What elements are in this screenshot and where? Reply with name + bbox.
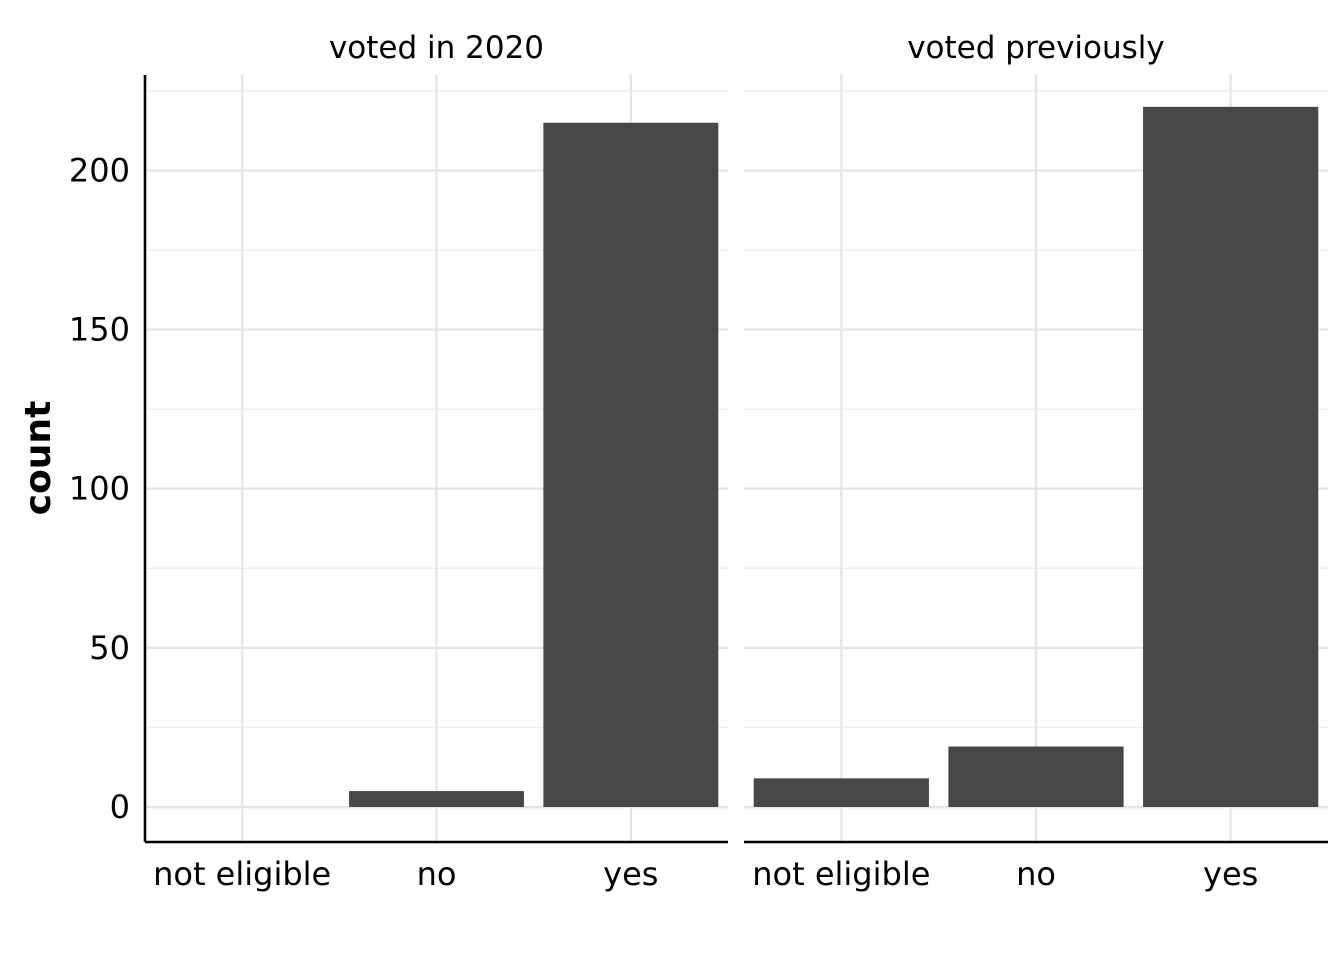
y-tick-label: 200 bbox=[69, 151, 130, 189]
panels-layer: 0 50 100 150 200 not eligible no yes voted in 20… bbox=[69, 30, 1328, 893]
facet-title: voted in 2020 bbox=[329, 30, 544, 66]
y-tick-label: 0 bbox=[110, 788, 130, 826]
bar-no bbox=[349, 791, 524, 807]
x-tick-label: no bbox=[1016, 855, 1056, 893]
x-tick-label: not eligible bbox=[153, 855, 331, 893]
y-axis-title: count bbox=[18, 401, 59, 516]
bar-yes bbox=[543, 122, 719, 807]
x-tick-label: yes bbox=[603, 855, 658, 893]
panel-1: 0 50 100 150 200 not eligible no yes voted in 20… bbox=[69, 30, 728, 893]
x-tick-label: yes bbox=[1203, 855, 1258, 893]
facet-title: voted previously bbox=[907, 30, 1165, 66]
bar-no bbox=[948, 746, 1124, 807]
panel-2: not eligible no yes voted previously bbox=[744, 30, 1328, 893]
x-tick-label: no bbox=[417, 855, 457, 893]
bar-yes bbox=[1143, 106, 1319, 807]
bar-not-eligible bbox=[753, 778, 929, 807]
y-tick-label: 100 bbox=[69, 470, 130, 508]
y-tick-label: 50 bbox=[89, 629, 130, 667]
y-tick-label: 150 bbox=[69, 311, 130, 349]
x-tick-label: not eligible bbox=[752, 855, 930, 893]
